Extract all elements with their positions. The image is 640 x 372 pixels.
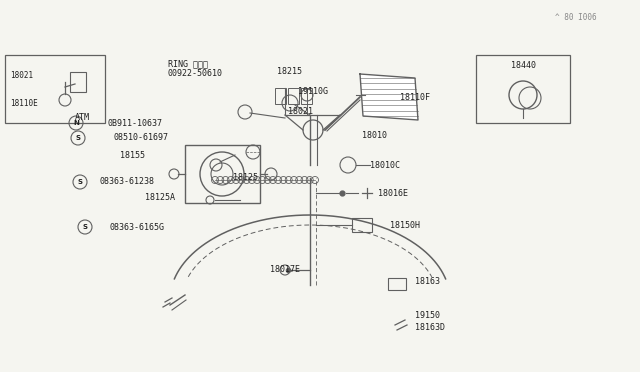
Text: 18017E: 18017E [270,266,300,275]
Text: 08510-61697: 08510-61697 [113,134,168,142]
Text: 18125: 18125 [233,173,258,183]
Text: 19110G: 19110G [298,87,328,96]
Text: 18440: 18440 [511,61,536,70]
Text: 18163D: 18163D [415,324,445,333]
Circle shape [78,220,92,234]
Text: 18155: 18155 [120,151,145,160]
Text: 18016E: 18016E [378,189,408,199]
Text: S: S [77,179,83,185]
Text: ^ 80 I006: ^ 80 I006 [555,13,596,22]
Text: 08363-61238: 08363-61238 [100,177,155,186]
Circle shape [73,175,87,189]
Text: 18010C: 18010C [370,161,400,170]
Text: 08363-6165G: 08363-6165G [110,222,165,231]
Text: S: S [83,224,88,230]
Text: 18010: 18010 [362,131,387,140]
Text: 18125A: 18125A [145,193,175,202]
Text: 18163: 18163 [415,278,440,286]
Text: 18110F: 18110F [400,93,430,102]
Bar [5,55,105,123]
Text: N: N [73,120,79,126]
Polygon shape [360,74,418,120]
Bar [288,88,299,104]
Bar [275,88,286,104]
Text: ATM: ATM [75,113,90,122]
Bar [476,55,570,123]
Text: S: S [76,135,81,141]
Circle shape [69,116,83,130]
Text: 18110E: 18110E [10,99,38,109]
Text: 18150H: 18150H [390,221,420,230]
Text: 19150: 19150 [415,311,440,320]
Bar [352,218,372,232]
Bar [388,278,406,290]
Circle shape [71,131,85,145]
Bar [70,72,86,92]
Text: 18021: 18021 [10,71,33,80]
Text: RING リング: RING リング [168,60,208,68]
Text: 00922-50610: 00922-50610 [168,70,223,78]
Text: 18215: 18215 [277,67,302,77]
Bar [185,145,260,203]
Text: 0B911-10637: 0B911-10637 [107,119,162,128]
Bar [301,88,312,104]
Text: 18021: 18021 [288,108,313,116]
